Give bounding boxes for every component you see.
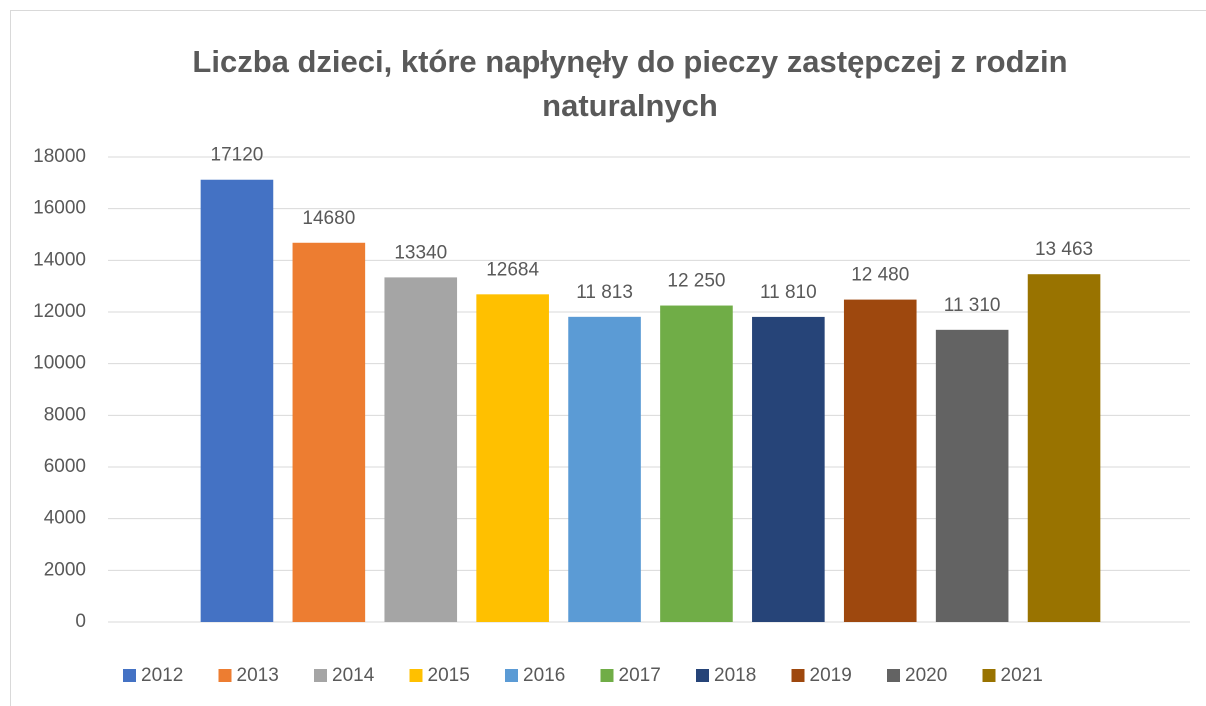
y-tick-label: 16000 [33,198,86,219]
legend-swatch [696,669,709,682]
legend-swatch [314,669,327,682]
bar [200,179,274,622]
y-tick-label: 6000 [44,456,86,477]
data-label: 12 480 [851,265,909,286]
y-tick-label: 12000 [33,301,86,322]
bar [752,316,825,622]
legend-label: 2017 [619,665,661,686]
data-label: 12684 [486,259,539,280]
legend-swatch [791,669,805,682]
y-tick-label: 18000 [33,146,86,167]
data-label: 11 813 [576,282,633,303]
legend-swatch [123,669,136,682]
legend-label: 2012 [141,665,183,686]
y-tick-label: 4000 [44,508,86,529]
legend-swatch [982,669,996,682]
legend-label: 2016 [523,665,565,686]
legend-label: 2020 [905,665,947,686]
data-label: 17120 [211,145,264,166]
y-tick-label: 14000 [33,249,86,270]
y-tick-label: 0 [75,611,86,632]
y-tick-label: 2000 [44,559,86,580]
legend-label: 2013 [237,665,279,686]
bar [843,299,917,622]
legend-label: 2015 [428,665,470,686]
legend-swatch [505,669,518,682]
data-label: 11 810 [760,282,817,303]
bar [568,316,641,622]
legend-swatch [600,669,614,682]
bar [660,305,733,622]
bar [476,294,549,622]
bar [1027,274,1101,622]
bar [292,242,366,622]
data-label: 11 310 [944,295,1001,316]
chart-title: Liczba dzieci, które napłynęły do pieczy… [192,44,1068,123]
bar [935,329,1009,622]
chart-border [10,10,1206,706]
legend-swatch [887,669,900,682]
data-label: 13340 [394,242,447,263]
legend-swatch [218,669,232,682]
data-label: 13 463 [1035,239,1093,260]
legend-label: 2018 [714,665,756,686]
legend-label: 2021 [1001,665,1043,686]
legend-swatch [409,669,423,682]
legend-label: 2019 [810,665,852,686]
data-label: 12 250 [667,271,725,292]
y-tick-label: 8000 [44,404,86,425]
legend-label: 2014 [332,665,375,686]
y-tick-label: 10000 [33,353,86,374]
data-label: 14680 [302,208,355,229]
bar [384,277,458,622]
